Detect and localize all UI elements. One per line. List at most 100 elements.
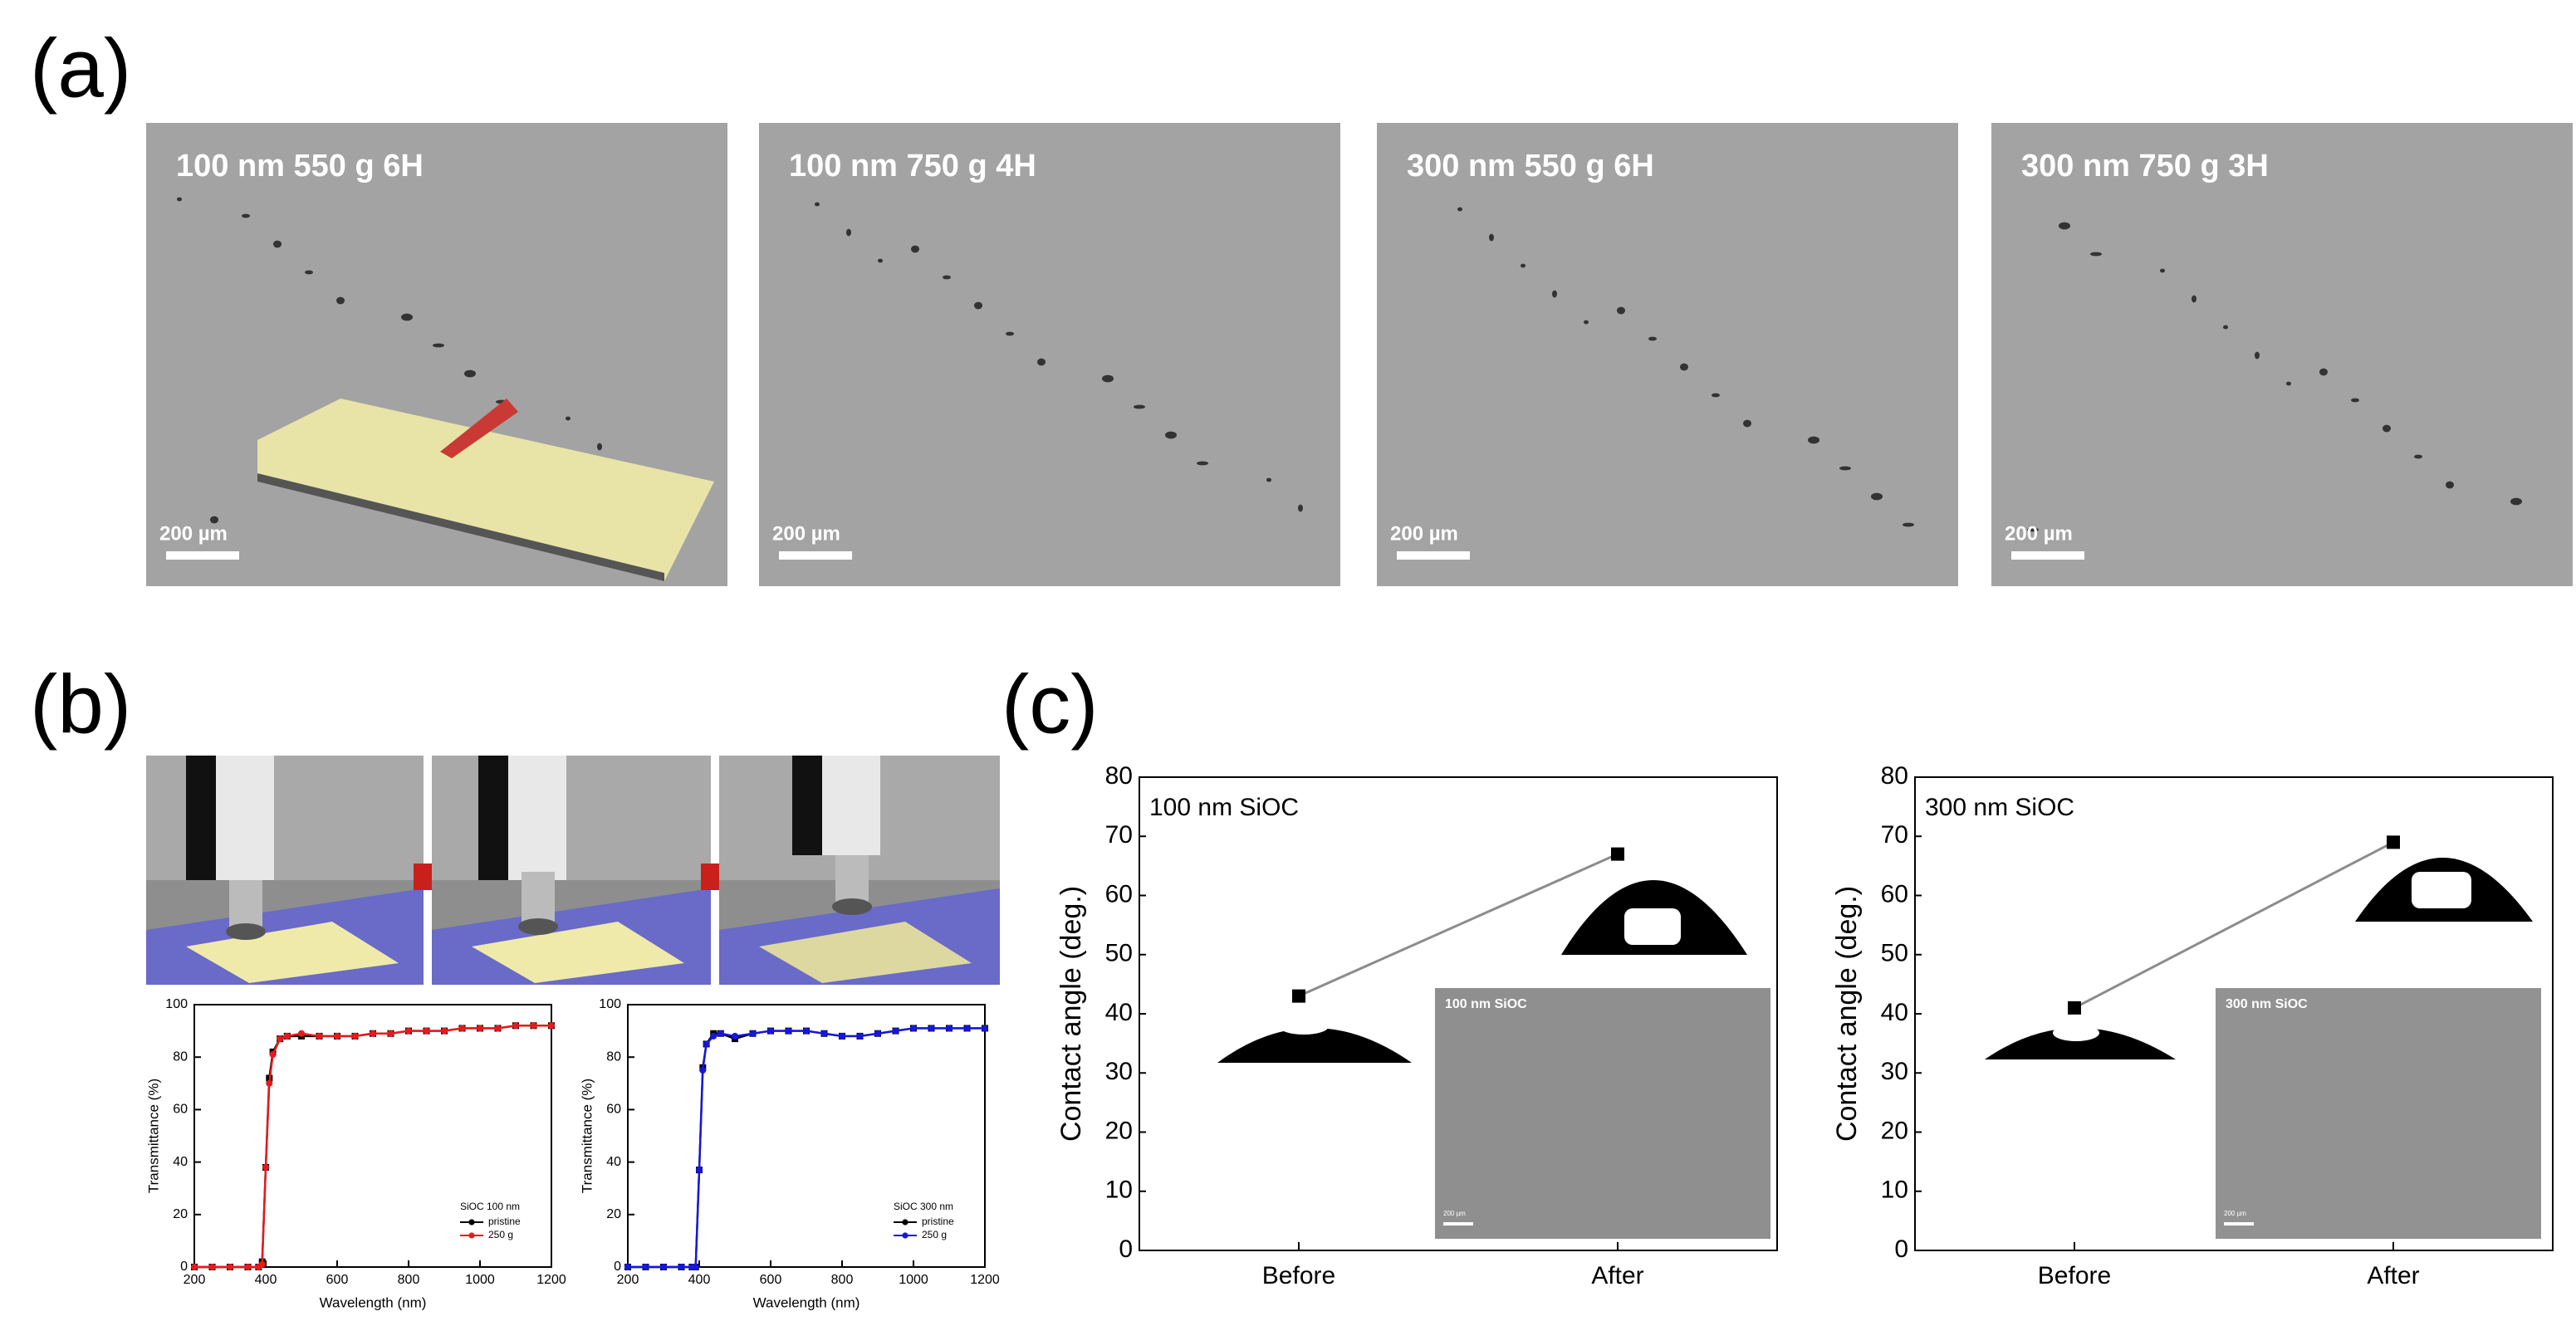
marker	[839, 1032, 845, 1040]
marker	[387, 1030, 394, 1037]
legend-label: 250 g	[922, 1229, 947, 1240]
inset-scale-bar	[1443, 1222, 1473, 1226]
y-tick-label: 80	[606, 1049, 621, 1064]
marker	[351, 1032, 359, 1040]
speck	[2090, 252, 2102, 257]
pencil	[440, 399, 518, 458]
x-tick-label: After	[2367, 1262, 2419, 1289]
marker	[874, 1030, 881, 1037]
scale-bar-label: 200 µm	[159, 522, 228, 545]
y-axis-label: Transmittance (%)	[145, 1079, 161, 1193]
marker	[258, 1260, 266, 1268]
legend-marker	[902, 1232, 908, 1239]
marker	[982, 1025, 988, 1032]
speck	[273, 240, 282, 248]
marker	[244, 1264, 252, 1270]
speck	[464, 369, 476, 378]
annotation: 300 nm SiOC	[1925, 794, 2074, 821]
marker	[660, 1264, 667, 1270]
scale-bar	[1397, 551, 1470, 560]
scale-bar-label: 200 µm	[2005, 522, 2073, 545]
marker	[803, 1027, 810, 1035]
x-tick-label: 200	[184, 1273, 206, 1287]
panel-label: (a)	[30, 22, 131, 115]
illustration-2	[432, 756, 711, 985]
marker	[767, 1027, 774, 1035]
annotation: 100 nm SiOC	[1149, 794, 1299, 821]
speck	[846, 228, 851, 237]
speck	[2059, 222, 2070, 230]
scale-bar	[166, 551, 239, 560]
speck	[1489, 233, 1494, 242]
speck	[2414, 454, 2422, 459]
speck	[2255, 351, 2260, 360]
speck	[1266, 477, 1271, 482]
speck	[1903, 522, 1914, 527]
marker	[624, 1264, 631, 1270]
inset-label: 300 nm SiOC	[2226, 997, 2308, 1011]
marker	[548, 1022, 555, 1030]
scale-bar	[2011, 551, 2084, 560]
y-tick-label: 60	[1105, 880, 1133, 908]
panel-label: (c)	[1002, 658, 1099, 751]
x-tick-label: 600	[326, 1273, 349, 1287]
legend-marker	[468, 1219, 475, 1226]
scale-bar-label: 200 µm	[1390, 522, 1458, 545]
x-tick-label: 800	[831, 1273, 854, 1287]
speck	[597, 443, 602, 451]
marker	[298, 1030, 305, 1037]
x-tick-label: 1200	[536, 1273, 566, 1287]
speck	[1102, 374, 1114, 383]
marker	[856, 1032, 864, 1040]
y-tick-label: 100	[165, 997, 188, 1011]
inset-micrograph	[2216, 988, 2541, 1239]
speck	[2383, 424, 2391, 433]
marker	[227, 1264, 233, 1270]
y-tick-label: 80	[173, 1049, 188, 1064]
y-tick-label: 20	[1881, 1117, 1908, 1144]
illustration-3	[719, 756, 1000, 985]
y-tick-label: 80	[1105, 762, 1133, 790]
speck	[433, 343, 444, 348]
marker	[710, 1032, 717, 1040]
micrograph-label: 300 nm 750 g 3H	[2021, 149, 2269, 183]
speck	[1584, 320, 1589, 325]
indenter-illustrations	[146, 756, 1000, 985]
y-tick-label: 10	[1105, 1177, 1133, 1204]
speck	[401, 313, 413, 321]
marker	[696, 1167, 703, 1174]
x-tick-label: 800	[398, 1273, 420, 1287]
marker	[441, 1027, 448, 1035]
x-tick-label: 200	[617, 1273, 639, 1287]
marker	[269, 1051, 277, 1059]
y-tick-label: 100	[599, 997, 621, 1011]
y-tick-label: 0	[614, 1260, 621, 1274]
marker	[963, 1025, 971, 1032]
marker	[334, 1032, 340, 1040]
y-tick-label: 50	[1105, 940, 1133, 967]
panel-label: (b)	[30, 658, 131, 751]
sample-edge	[257, 473, 664, 581]
y-tick-label: 0	[180, 1260, 188, 1274]
y-tick-label: 60	[606, 1103, 621, 1117]
speck	[1552, 290, 1557, 298]
speck	[1743, 419, 1751, 428]
marker	[692, 1264, 699, 1270]
micrograph	[759, 123, 1340, 586]
y-tick-label: 20	[606, 1207, 621, 1221]
speck	[1521, 263, 1526, 268]
speck	[2223, 325, 2228, 330]
inset-scale-label: 200 µm	[2224, 1210, 2246, 1217]
speck	[1680, 363, 1688, 371]
y-axis-label: Contact angle (deg.)	[1831, 886, 1863, 1142]
speck	[1197, 461, 1208, 466]
inset-micrograph	[1435, 988, 1770, 1239]
scale-bar-label: 200 µm	[772, 522, 840, 545]
speck	[2027, 527, 2039, 532]
connector-line	[2074, 841, 2394, 1010]
marker	[316, 1032, 323, 1040]
speck	[566, 416, 571, 421]
